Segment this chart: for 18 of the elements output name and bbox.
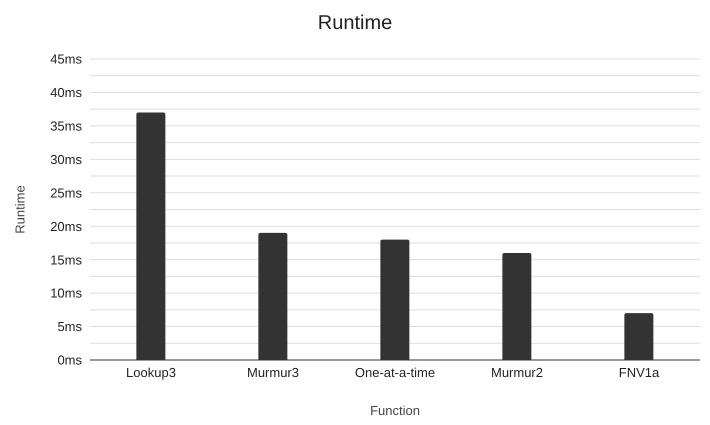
y-tick-label: 35ms — [50, 118, 82, 134]
y-tick-label: 10ms — [50, 286, 82, 301]
y-tick-label: 0ms — [57, 352, 82, 368]
y-tick-label: 40ms — [50, 85, 82, 100]
y-tick-label: 30ms — [50, 152, 82, 167]
y-tick-label: 25ms — [50, 185, 82, 200]
chart-title: Runtime — [316, 12, 394, 35]
x-tick-label: Murmur2 — [490, 365, 544, 380]
x-tick-label: One-at-a-time — [354, 365, 436, 380]
y-tick-label: 15ms — [50, 252, 82, 268]
x-tick-label: Lookup3 — [126, 365, 176, 380]
x-tick-label: Murmur3 — [246, 365, 300, 380]
y-tick-label: 45ms — [50, 52, 82, 67]
y-axis-title: Runtime — [12, 185, 28, 234]
y-tick-label: 5ms — [57, 319, 82, 334]
y-tick-label: 20ms — [50, 218, 82, 234]
x-tick-label: FNV1a — [618, 365, 660, 380]
x-axis-title: Function — [370, 403, 420, 418]
